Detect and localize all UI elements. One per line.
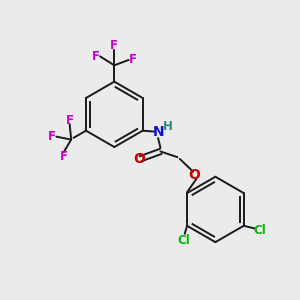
Text: F: F [110, 40, 118, 52]
Text: O: O [134, 152, 145, 166]
Text: F: F [92, 50, 100, 63]
Text: F: F [128, 53, 136, 66]
Text: F: F [66, 114, 74, 127]
Text: F: F [48, 130, 56, 143]
Text: Cl: Cl [254, 224, 266, 237]
Text: Cl: Cl [177, 234, 190, 247]
Text: F: F [60, 150, 68, 163]
Text: N: N [152, 125, 164, 139]
Text: H: H [163, 120, 172, 133]
Text: O: O [189, 168, 201, 182]
